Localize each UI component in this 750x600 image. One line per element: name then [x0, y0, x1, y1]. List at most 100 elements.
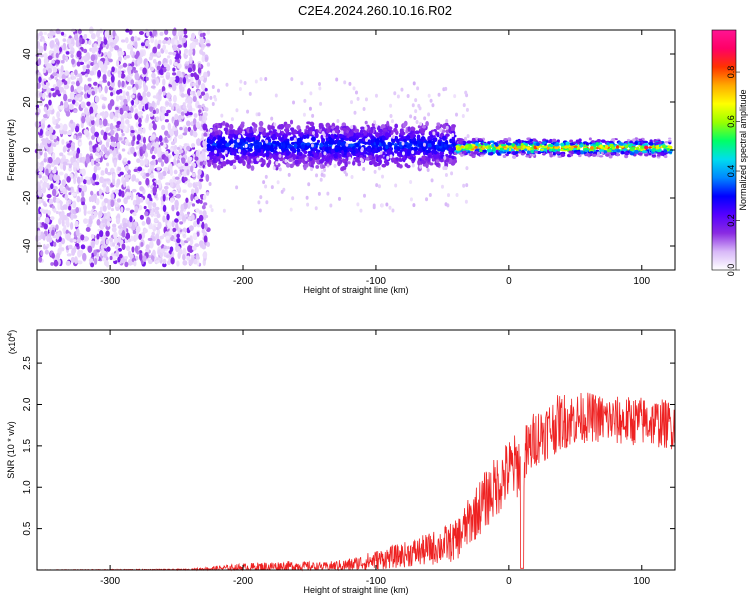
spectrogram-cell	[127, 238, 131, 243]
spectrogram-cell	[174, 113, 179, 121]
spectrogram-cell	[343, 80, 347, 85]
spectrogram-cell	[273, 146, 278, 151]
spectrogram-cell	[145, 113, 150, 122]
spectrogram-cell	[177, 44, 183, 49]
spectrogram-cell	[132, 134, 136, 142]
spectrogram-cell	[445, 118, 449, 123]
spectrogram-cell	[465, 166, 469, 171]
spectrogram-cell	[453, 94, 457, 99]
spectrogram-cell	[291, 196, 295, 201]
spectrogram-cell	[75, 39, 80, 48]
spectrogram-cell	[347, 161, 351, 165]
spectrogram-cell	[431, 140, 435, 146]
spectrogram-cell	[386, 149, 390, 155]
spectrogram-cell	[126, 86, 132, 91]
spectrogram-cell	[194, 186, 199, 194]
spectrogram-cell	[159, 251, 163, 258]
spectrogram-cell	[39, 208, 45, 213]
spectrogram-cell	[99, 194, 104, 200]
spectrogram-cell	[130, 130, 135, 134]
spectrogram-cell	[161, 67, 167, 73]
spectrogram-cell	[461, 113, 465, 118]
spectrogram-cell	[165, 182, 170, 186]
spectrogram-cell	[48, 198, 54, 205]
spectrogram-cell	[257, 200, 261, 205]
spectrogram-cell	[66, 253, 72, 257]
spectrogram-cell	[180, 93, 185, 98]
spectrogram-cell	[142, 127, 146, 134]
spectrogram-cell	[174, 61, 179, 67]
spectrogram-cell	[74, 101, 79, 107]
spectrogram-cell	[270, 125, 275, 130]
spectrogram-cell	[99, 28, 103, 34]
spectrogram-cell	[655, 149, 660, 152]
spectrogram-cell	[162, 78, 166, 86]
spectrogram-cell	[194, 196, 199, 201]
spectrogram-cell	[62, 161, 68, 166]
spectrogram-cell	[188, 156, 193, 161]
spectrogram-cell	[209, 136, 213, 140]
spectrogram-cell	[62, 214, 68, 221]
spectrogram-cell	[598, 155, 604, 158]
spectrogram-cell	[174, 75, 180, 84]
spectrogram-cell	[177, 227, 183, 235]
spectrogram-cell	[137, 111, 142, 117]
spectrogram-cell	[130, 79, 135, 86]
spectrogram-cell	[115, 249, 119, 258]
spectrogram-cell	[42, 67, 47, 74]
spectrogram-cell	[118, 89, 123, 94]
spectrogram-cell	[402, 155, 406, 160]
spectrogram-cell	[96, 218, 101, 226]
spectrogram-cell	[199, 178, 204, 182]
spectrogram-cell	[82, 65, 87, 72]
spectrogram-cell	[225, 82, 229, 87]
spectrogram-cell	[359, 129, 364, 135]
spectrogram-cell	[106, 220, 111, 227]
x-tick-label: -300	[100, 576, 120, 587]
spectrogram-cell	[112, 242, 116, 247]
spectrogram-cell	[59, 184, 64, 192]
spectrogram-cell	[203, 94, 207, 99]
spectrogram-cell	[152, 46, 158, 54]
snr-x-axis-label: Height of straight line (km)	[303, 585, 408, 595]
spectrogram-cell	[52, 116, 56, 122]
spectrogram-cell	[395, 138, 400, 144]
spectrogram-cell	[414, 130, 420, 135]
spectrogram-cell	[138, 57, 143, 64]
spectrogram-cell	[40, 35, 45, 40]
spectrogram-cell	[149, 112, 154, 117]
spectrogram-cell	[222, 208, 226, 213]
spectrogram-cell	[152, 109, 156, 115]
spectrogram-cell	[450, 138, 456, 142]
spectrogram-cell	[48, 173, 54, 181]
spectrogram-cell	[182, 76, 187, 85]
spectrogram-cell	[230, 117, 234, 122]
spectrogram-cell	[280, 189, 284, 194]
spectrogram-cell	[192, 63, 196, 71]
spectrogram-cell	[55, 157, 61, 165]
spectrogram-cell	[162, 106, 166, 115]
spectrogram-cell	[115, 244, 119, 250]
spectrogram-cell	[63, 93, 68, 102]
spectrogram-cell	[142, 136, 146, 144]
spectrogram-cell	[130, 94, 135, 99]
spectrogram-cell	[159, 31, 164, 36]
spectrogram-cell	[117, 247, 123, 252]
spectrogram-cell	[118, 137, 123, 141]
spectrogram-cell	[132, 212, 136, 216]
spectrogram-cell	[133, 35, 138, 43]
spectrogram-cell	[116, 120, 121, 125]
spectrogram-cell	[319, 142, 324, 148]
spectrogram-cell	[429, 162, 434, 166]
spectrogram-cell	[172, 72, 177, 76]
y-tick-label: -40	[22, 238, 33, 253]
spectrogram-cell	[88, 258, 94, 263]
spectrogram-cell	[76, 237, 81, 244]
spectrogram-cell	[125, 55, 130, 59]
spectrogram-cell	[49, 216, 55, 221]
spectrogram-cell	[195, 256, 200, 260]
spectrogram-cell	[203, 202, 208, 206]
spectrogram-cell	[621, 151, 625, 155]
spectrogram-cell	[160, 248, 165, 254]
spectrogram-cell	[42, 182, 47, 189]
